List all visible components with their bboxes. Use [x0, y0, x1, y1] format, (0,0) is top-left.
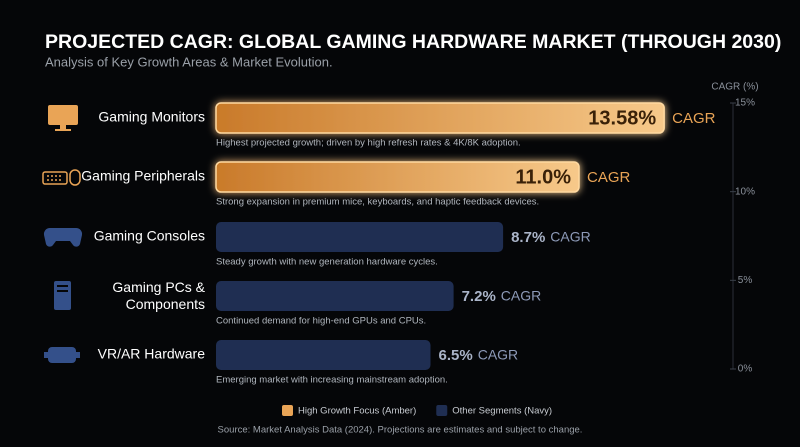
annotation: Continued demand for high-end GPUs and C…: [216, 316, 426, 327]
bar: [216, 281, 454, 311]
tick-label: 15%: [735, 98, 755, 109]
bar: [215, 161, 580, 193]
value-suffix: CAGR: [478, 347, 518, 363]
icon-gamepad: [43, 227, 83, 247]
value-label: 7.2%: [462, 288, 496, 305]
legend-label: Other Segments (Navy): [452, 406, 552, 417]
value-label: 13.58%: [588, 107, 656, 129]
icon-vr: [44, 347, 80, 363]
category-label: Gaming PCs & Components: [112, 279, 205, 312]
category-label: VR/AR Hardware: [98, 346, 206, 362]
tick-label: 5%: [738, 275, 753, 286]
axis-label: CAGR (%): [711, 82, 758, 93]
value-label: 8.7%: [511, 229, 545, 246]
legend-label: High Growth Focus (Amber): [298, 406, 416, 417]
chart-title: PROJECTED CAGR: GLOBAL GAMING HARDWARE M…: [45, 31, 781, 53]
annotation: Highest projected growth; driven by high…: [216, 138, 521, 149]
icon-pc: [54, 281, 71, 310]
icon-keyboard: [42, 169, 81, 186]
value-suffix: CAGR: [672, 110, 716, 127]
tick-label: 10%: [735, 186, 755, 197]
legend-swatch: [436, 405, 448, 416]
value-suffix: CAGR: [550, 229, 590, 245]
bar: [216, 222, 504, 252]
bar: [216, 340, 431, 370]
bar: [215, 102, 665, 134]
category-label: Gaming Consoles: [94, 228, 205, 244]
tick-label: 0%: [738, 364, 753, 375]
chart-subtitle: Analysis of Key Growth Areas & Market Ev…: [45, 54, 333, 69]
value-label: 11.0%: [515, 166, 571, 188]
category-label: Gaming Monitors: [98, 109, 205, 125]
annotation: Strong expansion in premium mice, keyboa…: [216, 197, 539, 208]
annotation: Steady growth with new generation hardwa…: [216, 257, 438, 268]
value-label: 6.5%: [439, 347, 473, 364]
source: Source: Market Analysis Data (2024). Pro…: [218, 425, 583, 436]
annotation: Emerging market with increasing mainstre…: [216, 375, 448, 386]
icon-monitor: [48, 105, 78, 131]
value-suffix: CAGR: [587, 169, 631, 186]
category-label: Gaming Peripherals: [81, 168, 205, 184]
legend-swatch: [282, 405, 293, 416]
value-suffix: CAGR: [501, 288, 541, 304]
